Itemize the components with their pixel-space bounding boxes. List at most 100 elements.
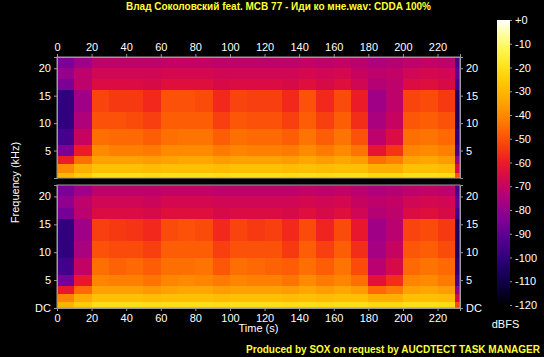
spectrogram-cell — [230, 68, 247, 79]
spectrogram-cell — [368, 79, 385, 90]
spectrogram-cell — [247, 90, 264, 112]
spectrogram-cell — [195, 241, 212, 258]
spectrogram-cell — [213, 173, 230, 178]
spectrogram-cell — [74, 129, 91, 145]
x-bottom-tick-label: 60 — [155, 312, 167, 324]
y-right-tick: 10 — [460, 117, 478, 129]
spectrogram-cell — [351, 112, 368, 128]
spectrogram-cell — [265, 57, 282, 68]
spectrogram-cell — [213, 145, 230, 156]
spectrogram-cell — [143, 68, 160, 79]
spectrogram-cell — [92, 112, 109, 128]
colorbar-tick: -90 — [510, 228, 531, 240]
spectrogram-cell — [109, 185, 126, 196]
spectrogram-cell — [92, 90, 109, 112]
colorbar-tick-label: -10 — [515, 38, 531, 50]
spectrogram-cell — [213, 156, 230, 164]
colorbar-tick: -20 — [510, 62, 531, 74]
spectrogram-cell — [126, 164, 143, 172]
x-bottom-tick: 200 — [394, 308, 412, 324]
spectrogram-cell — [334, 219, 351, 241]
y-left-tick-label: 10 — [39, 246, 51, 258]
spectrogram-cell — [143, 286, 160, 294]
spectrogram-cell — [282, 275, 299, 286]
spectrogram-cell — [92, 57, 109, 68]
x-top-tick-mark — [265, 54, 266, 57]
spectrogram-cell — [57, 112, 74, 128]
x-bottom-tick-mark — [334, 308, 335, 311]
x-bottom-tick-mark — [195, 308, 196, 311]
spectrogram-cell — [57, 164, 74, 172]
y-left-tick-label: 10 — [39, 117, 51, 129]
spectrogram-cell — [74, 79, 91, 90]
spectrogram-cell — [213, 196, 230, 207]
spectrogram-cell — [161, 219, 178, 241]
y-left-tick-label: DC — [35, 302, 51, 314]
spectrogram-cell — [368, 173, 385, 178]
spectrogram-cell — [178, 68, 195, 79]
spectrogram-cell — [299, 219, 316, 241]
spectrogram-cell — [74, 208, 91, 219]
spectrogram-cell — [92, 286, 109, 294]
spectrogram-cell — [143, 219, 160, 241]
spectrogram-cell — [299, 57, 316, 68]
spectrogram-cell — [368, 302, 385, 308]
colorbar — [497, 20, 510, 305]
x-top-tick-mark — [126, 54, 127, 57]
spectrogram-cell — [92, 294, 109, 302]
spectrogram-cell — [213, 241, 230, 258]
spectrogram-cell — [386, 294, 403, 302]
spectrogram-cell — [230, 79, 247, 90]
spectrogram-cell — [126, 208, 143, 219]
spectrogram-cell — [74, 241, 91, 258]
spectrogram-cell — [438, 112, 455, 128]
spectrogram-cell — [109, 79, 126, 90]
colorbar-tick-mark — [510, 68, 512, 69]
spectrogram-cell — [368, 90, 385, 112]
spectrogram-cell — [213, 129, 230, 145]
footer-annotation: Produced by SOX on request by AUCDTECT T… — [246, 344, 541, 355]
spectrogram-cell — [438, 275, 455, 286]
spectrogram-cell — [92, 129, 109, 145]
spectrogram-cell — [282, 156, 299, 164]
spectrogram-cell — [143, 90, 160, 112]
colorbar-tick: -60 — [510, 157, 531, 169]
spectrogram-cell — [178, 112, 195, 128]
spectrogram-cell — [403, 258, 420, 275]
spectrogram-cell — [368, 68, 385, 79]
y-right-tick: 20 — [460, 190, 478, 202]
spectrogram-cell — [92, 302, 109, 308]
spectrogram-cell — [334, 196, 351, 207]
x-top-tick: 60 — [155, 41, 167, 57]
spectrogram-cell — [386, 302, 403, 308]
y-left-tick-mark — [54, 308, 57, 309]
spectrogram-cell — [230, 129, 247, 145]
spectrogram-cell — [386, 129, 403, 145]
y-right-axis-line — [461, 186, 464, 309]
spectrogram-cell — [299, 68, 316, 79]
spectrogram-cell — [230, 90, 247, 112]
spectrogram-cell — [351, 68, 368, 79]
spectrogram-cell — [438, 145, 455, 156]
y-left-tick-mark — [54, 123, 57, 124]
spectrogram-cell — [74, 275, 91, 286]
spectrogram-cell — [299, 173, 316, 178]
spectrogram-cell — [386, 173, 403, 178]
spectrogram-cell — [57, 68, 74, 79]
spectrogram-cell — [247, 294, 264, 302]
spectrogram-cell — [230, 185, 247, 196]
spectrogram-cell — [438, 79, 455, 90]
x-top-tick: 220 — [429, 41, 447, 57]
spectrogram-cell — [265, 129, 282, 145]
spectrogram-cell — [455, 219, 460, 241]
y-left-axis-line — [54, 186, 58, 309]
spectrogram-cell — [126, 112, 143, 128]
spectrogram-cell — [403, 294, 420, 302]
x-top-tick: 180 — [360, 41, 378, 57]
spectrogram-cell — [299, 286, 316, 294]
spectrogram-cell — [368, 156, 385, 164]
spectrogram-cell — [178, 294, 195, 302]
x-bottom-axis-line — [58, 309, 461, 312]
spectrogram-cell — [438, 90, 455, 112]
spectrogram-cell — [57, 294, 74, 302]
